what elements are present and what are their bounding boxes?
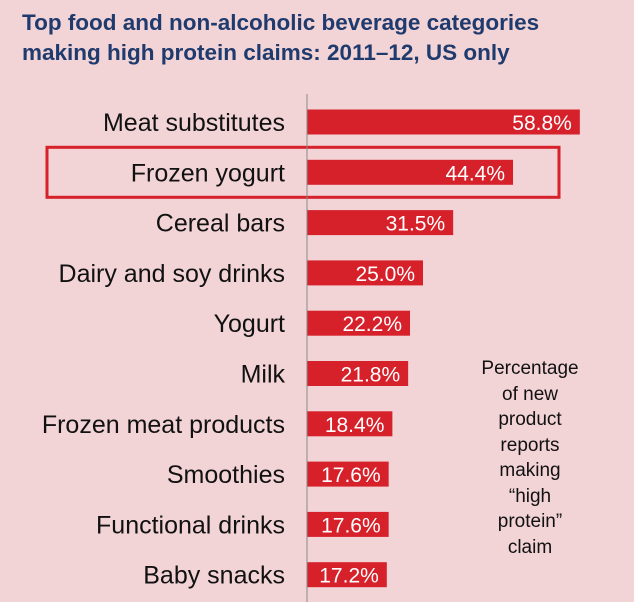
bar [307, 511, 389, 537]
annotation-line: Percentage [481, 358, 579, 379]
annotation-line: making [499, 460, 561, 481]
category-label: Baby snacks [143, 562, 285, 590]
chart-annotation: Percentage of new product reports making… [462, 356, 598, 560]
annotation-line: of new [502, 383, 558, 405]
value-label: 58.8% [512, 112, 572, 135]
chart-title-line-2: making high protein claims: 2011–12, US … [22, 40, 510, 65]
category-label: Functional drinks [96, 511, 285, 539]
value-label: 31.5% [386, 213, 446, 236]
category-label: Dairy and soy drinks [59, 260, 285, 288]
annotation-line: protein” [497, 511, 563, 532]
bar [307, 361, 409, 386]
chart-title-line-1: Top food and non-alcoholic beverage cate… [22, 10, 540, 35]
value-label: 17.2% [319, 565, 379, 588]
value-label: 17.6% [321, 514, 381, 537]
annotation-line: reports [500, 434, 560, 456]
annotation-line: “high [508, 485, 552, 507]
category-label: Smoothies [167, 461, 285, 489]
annotation-line: product [498, 409, 562, 430]
value-label: 21.8% [341, 364, 401, 387]
bar [307, 210, 454, 236]
value-label: 22.2% [342, 313, 402, 336]
category-label: Frozen yogurt [131, 159, 285, 187]
bar [307, 562, 387, 588]
value-label: 18.4% [325, 414, 385, 437]
category-label: Meat substitutes [103, 109, 285, 137]
value-label: 17.6% [321, 464, 381, 487]
category-label: Milk [241, 361, 286, 389]
highlight-box [45, 145, 561, 199]
category-label: Yogurt [214, 310, 285, 338]
chart-title: Top food and non-alcoholic beverage cate… [22, 8, 622, 68]
bar [307, 461, 389, 487]
bar [307, 109, 580, 135]
category-label: Cereal bars [156, 210, 285, 238]
bar [307, 310, 411, 336]
value-label: 44.4% [445, 162, 505, 185]
bar [307, 411, 393, 437]
bar [307, 159, 514, 185]
annotation-line: claim [507, 536, 553, 558]
bar [307, 260, 423, 286]
value-label: 25.0% [355, 263, 415, 286]
category-label: Frozen meat products [42, 411, 285, 439]
